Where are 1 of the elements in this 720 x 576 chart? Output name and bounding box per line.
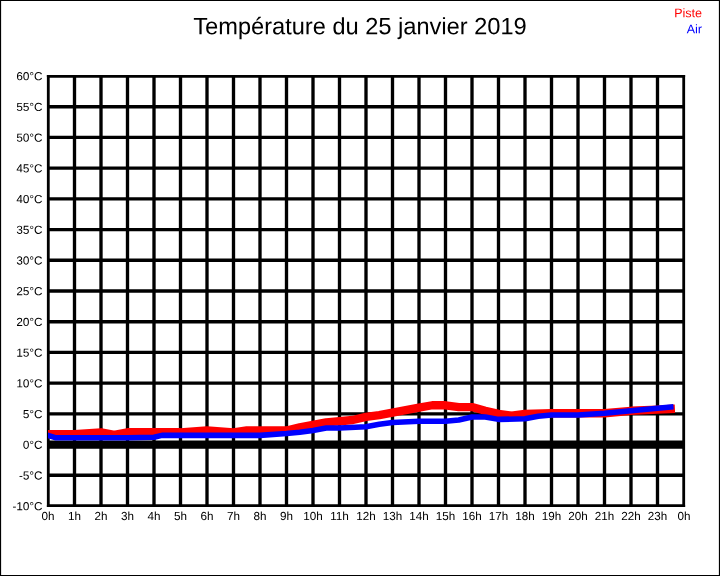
chart-title: Température du 25 janvier 2019 <box>193 16 526 40</box>
